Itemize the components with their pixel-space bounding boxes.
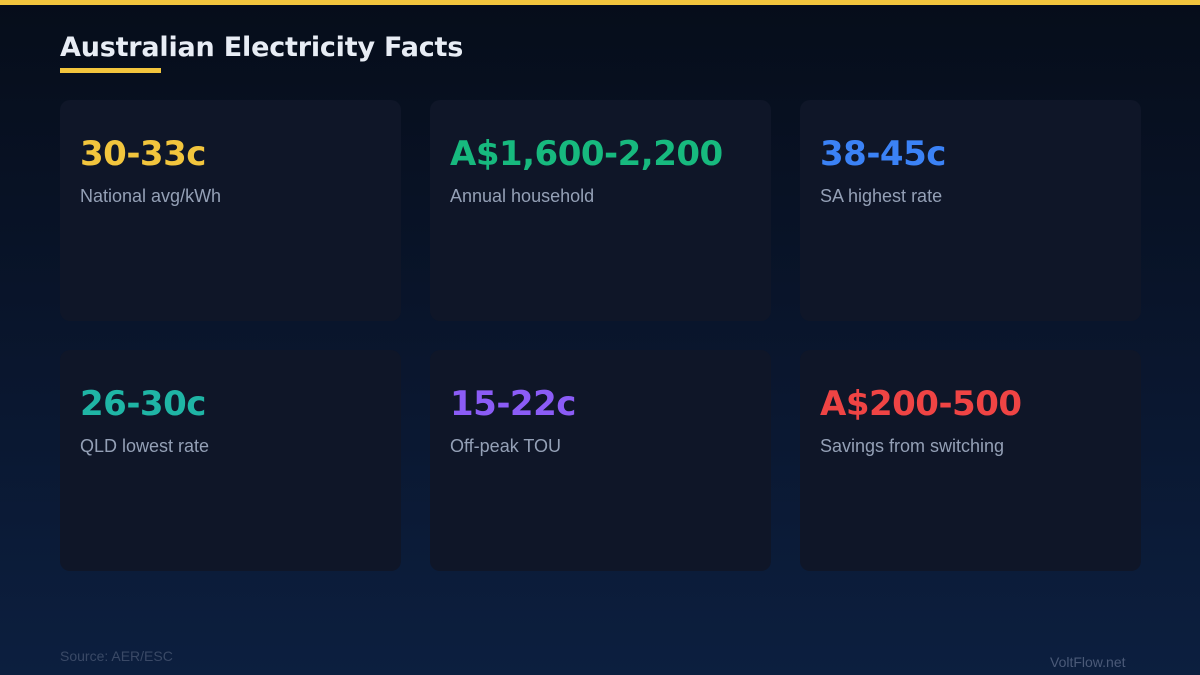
fact-card-annual-household: A$1,600-2,200 Annual household <box>430 100 771 321</box>
fact-label: National avg/kWh <box>80 186 222 206</box>
fact-label: Annual household <box>450 186 595 206</box>
fact-value: 30-33c <box>80 134 206 174</box>
top-accent-bar <box>0 0 1200 5</box>
fact-card-savings: A$200-500 Savings from switching <box>800 350 1141 571</box>
fact-card-sa-highest: 38-45c SA highest rate <box>800 100 1141 321</box>
fact-value: 26-30c <box>80 384 206 424</box>
fact-value: A$200-500 <box>820 384 1022 424</box>
fact-value: A$1,600-2,200 <box>450 134 723 174</box>
brand-watermark: VoltFlow.net <box>1050 654 1126 670</box>
source-note: Source: AER/ESC <box>60 648 173 664</box>
page-title: Australian Electricity Facts <box>60 32 464 63</box>
fact-card-off-peak: 15-22c Off-peak TOU <box>430 350 771 571</box>
fact-card-qld-lowest: 26-30c QLD lowest rate <box>60 350 401 571</box>
fact-label: QLD lowest rate <box>80 436 210 456</box>
title-underline <box>60 68 161 73</box>
fact-value: 38-45c <box>820 134 946 174</box>
fact-label: SA highest rate <box>820 186 943 206</box>
fact-label: Savings from switching <box>820 436 1005 456</box>
fact-value: 15-22c <box>450 384 576 424</box>
fact-card-national-avg: 30-33c National avg/kWh <box>60 100 401 321</box>
fact-label: Off-peak TOU <box>450 436 562 456</box>
